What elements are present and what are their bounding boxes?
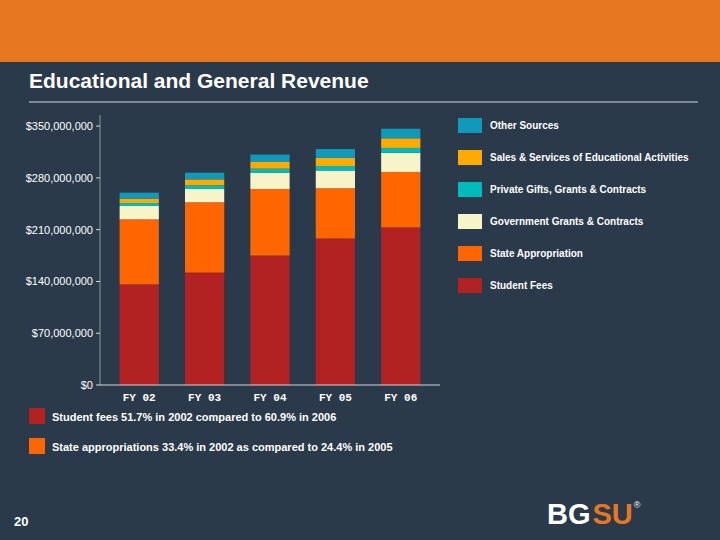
y-tick-label: $0	[81, 379, 93, 391]
y-tick	[96, 229, 100, 230]
bar-segment	[250, 189, 289, 256]
bar-segment	[250, 173, 289, 189]
bar-segment	[185, 173, 224, 180]
bar-segment	[120, 203, 159, 206]
legend-label: Government Grants & Contracts	[490, 216, 644, 227]
legend-swatch	[458, 278, 482, 293]
bar-segment	[185, 189, 224, 202]
y-tick	[96, 281, 100, 282]
bar-segment	[381, 227, 420, 385]
x-tick-label: FY 03	[188, 392, 221, 404]
legend-label: Private Gifts, Grants & Contracts	[490, 184, 647, 195]
title: Educational and General Revenue	[29, 69, 369, 92]
y-tick	[96, 126, 100, 127]
bar-segment	[316, 166, 355, 170]
page-number: 20	[14, 514, 28, 529]
y-tick-label: $210,000,000	[26, 224, 93, 236]
bar-segment	[316, 170, 355, 188]
bar-segment	[120, 193, 159, 199]
bars	[120, 129, 421, 385]
bar-segment	[381, 138, 420, 148]
x-tick-label: FY 02	[123, 392, 156, 404]
bar-segment	[316, 158, 355, 166]
y-tick-label: $70,000,000	[32, 327, 93, 339]
bar-segment	[185, 185, 224, 189]
bar-segment	[250, 256, 289, 385]
logo-mark: ®	[634, 500, 641, 510]
bar-segment	[250, 155, 289, 162]
bar-segment	[381, 172, 420, 227]
bar-segment	[381, 148, 420, 153]
y-tick	[96, 385, 100, 386]
annotation: State appropriations 33.4% in 2002 as co…	[52, 441, 393, 453]
bar-segment	[185, 273, 224, 385]
chart: Educational and General Revenue $0 $70,000…	[0, 0, 720, 540]
bar-segment	[250, 169, 289, 173]
bar-segment	[381, 153, 420, 172]
baseline	[100, 385, 440, 386]
x-tick-label: FY 04	[253, 392, 286, 404]
legend-label: Sales & Services of Educational Activiti…	[490, 152, 689, 163]
bar-segment	[185, 179, 224, 185]
legend-label: Other Sources	[490, 120, 559, 131]
annotation: Student fees 51.7% in 2002 compared to 6…	[52, 411, 336, 423]
y-axis-line	[100, 115, 101, 385]
bar-segment	[120, 199, 159, 203]
y-tick-label: $140,000,000	[26, 275, 93, 287]
annotation-swatch	[29, 438, 45, 454]
bar-segment	[316, 188, 355, 238]
title-rule	[29, 102, 698, 103]
bar-segment	[120, 206, 159, 219]
legend-swatch	[458, 150, 482, 165]
logo-text: BG	[547, 498, 591, 530]
x-tick-label: FY 06	[384, 392, 417, 404]
legend-swatch	[458, 214, 482, 229]
bar-segment	[120, 219, 159, 284]
legend-swatch	[458, 246, 482, 261]
legend-swatch	[458, 118, 482, 133]
legend-label: State Appropriation	[490, 248, 583, 259]
y-tick-label: $350,000,000	[26, 120, 93, 132]
header-bar	[0, 0, 720, 62]
bar-segment	[120, 284, 159, 385]
annotation-swatch	[29, 408, 45, 424]
legend-label: Student Fees	[490, 280, 553, 291]
bar-segment	[316, 239, 355, 385]
bar-segment	[185, 202, 224, 272]
bar-segment	[316, 149, 355, 158]
x-tick-label: FY 05	[319, 392, 352, 404]
bar-segment	[381, 129, 420, 139]
background	[0, 0, 720, 540]
logo-text: SU	[593, 498, 633, 530]
y-tick-label: $280,000,000	[26, 172, 93, 184]
y-tick	[96, 177, 100, 178]
bar-segment	[250, 162, 289, 169]
legend-swatch	[458, 182, 482, 197]
y-tick	[96, 333, 100, 334]
